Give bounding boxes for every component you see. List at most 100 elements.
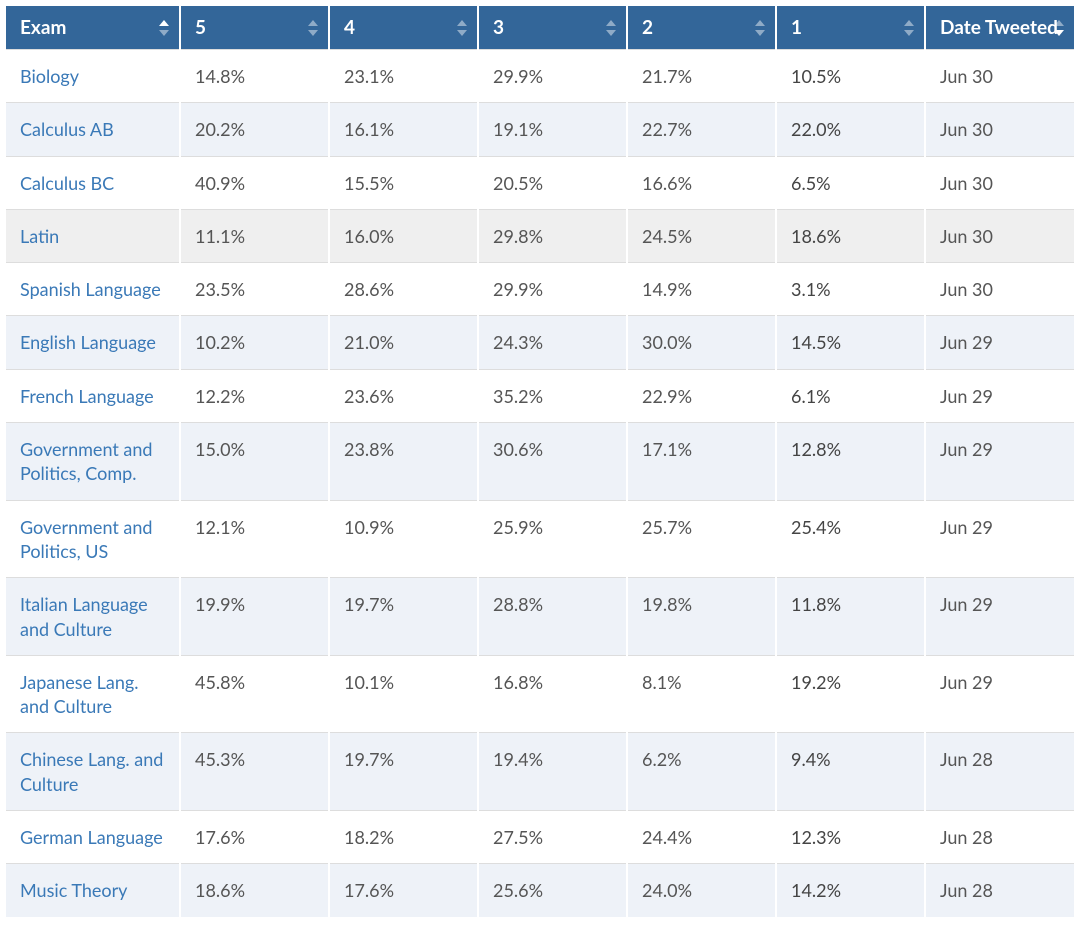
cell-value: 14.8% — [195, 65, 245, 87]
cell-value: 35.2% — [493, 385, 543, 407]
col-header-s3[interactable]: 3 — [478, 6, 627, 50]
cell-value: Jun 30 — [940, 172, 993, 194]
col-header-label: 3 — [493, 16, 504, 39]
sort-icon[interactable] — [159, 19, 171, 37]
cell-value: 22.7% — [642, 118, 692, 140]
exam-link[interactable]: Music Theory — [20, 879, 127, 901]
cell-value: 15.0% — [195, 438, 245, 460]
col-header-exam[interactable]: Exam — [6, 6, 180, 50]
table-row: Government and Politics, Comp.15.0%23.8%… — [6, 423, 1074, 501]
cell-s1: 18.6% — [776, 209, 925, 262]
cell-exam: Italian Language and Culture — [6, 578, 180, 656]
exam-link[interactable]: Spanish Language — [20, 278, 161, 300]
cell-value: 21.0% — [344, 331, 394, 353]
cell-value: 14.9% — [642, 278, 692, 300]
cell-s2: 16.6% — [627, 156, 776, 209]
col-header-date[interactable]: Date Tweeted — [925, 6, 1074, 50]
exam-link[interactable]: German Language — [20, 826, 163, 848]
cell-value: 19.8% — [642, 593, 692, 615]
cell-s3: 29.9% — [478, 263, 627, 316]
cell-value: Jun 28 — [940, 826, 993, 848]
cell-value: 15.5% — [344, 172, 394, 194]
cell-s1: 6.5% — [776, 156, 925, 209]
cell-s3: 24.3% — [478, 316, 627, 369]
exam-link[interactable]: Calculus AB — [20, 118, 114, 140]
table-row: English Language10.2%21.0%24.3%30.0%14.5… — [6, 316, 1074, 369]
cell-value: 10.1% — [344, 671, 394, 693]
cell-exam: Biology — [6, 50, 180, 103]
table-row: Chinese Lang. and Culture45.3%19.7%19.4%… — [6, 733, 1074, 811]
exam-link[interactable]: Calculus BC — [20, 172, 114, 194]
cell-date: Jun 29 — [925, 369, 1074, 422]
table-row: Italian Language and Culture19.9%19.7%28… — [6, 578, 1074, 656]
sort-icon[interactable] — [457, 19, 469, 37]
exam-link[interactable]: English Language — [20, 331, 156, 353]
cell-s2: 17.1% — [627, 423, 776, 501]
cell-s3: 19.4% — [478, 733, 627, 811]
cell-s5: 45.8% — [180, 655, 329, 733]
cell-s2: 6.2% — [627, 733, 776, 811]
col-header-s2[interactable]: 2 — [627, 6, 776, 50]
cell-value: 9.4% — [791, 748, 831, 770]
cell-value: 8.1% — [642, 671, 682, 693]
sort-icon[interactable] — [308, 19, 320, 37]
cell-value: 12.1% — [195, 516, 245, 538]
exam-link[interactable]: Government and Politics, Comp. — [20, 438, 153, 484]
exam-link[interactable]: Government and Politics, US — [20, 516, 153, 562]
cell-value: 29.9% — [493, 278, 543, 300]
cell-s4: 15.5% — [329, 156, 478, 209]
cell-value: 22.9% — [642, 385, 692, 407]
col-header-label: 1 — [791, 16, 802, 39]
cell-s2: 22.9% — [627, 369, 776, 422]
cell-s2: 14.9% — [627, 263, 776, 316]
cell-value: 16.8% — [493, 671, 543, 693]
table-row: Latin11.1%16.0%29.8%24.5%18.6%Jun 30 — [6, 209, 1074, 262]
exam-link[interactable]: French Language — [20, 385, 154, 407]
cell-s4: 28.6% — [329, 263, 478, 316]
exam-link[interactable]: Italian Language and Culture — [20, 593, 148, 639]
cell-value: 23.1% — [344, 65, 394, 87]
cell-value: 24.4% — [642, 826, 692, 848]
cell-s5: 17.6% — [180, 811, 329, 864]
cell-value: 40.9% — [195, 172, 245, 194]
cell-s1: 10.5% — [776, 50, 925, 103]
cell-s2: 30.0% — [627, 316, 776, 369]
cell-date: Jun 30 — [925, 103, 1074, 156]
sort-icon[interactable] — [904, 19, 916, 37]
cell-s4: 23.6% — [329, 369, 478, 422]
cell-value: 11.8% — [791, 593, 841, 615]
cell-value: Jun 29 — [940, 385, 993, 407]
cell-date: Jun 30 — [925, 209, 1074, 262]
cell-value: 12.8% — [791, 438, 841, 460]
col-header-s4[interactable]: 4 — [329, 6, 478, 50]
col-header-s1[interactable]: 1 — [776, 6, 925, 50]
exam-score-table-wrap: Exam543 21 Date Tweeted Biology 14.8% 23.1% 2… — [6, 6, 1074, 917]
cell-s4: 16.1% — [329, 103, 478, 156]
sort-icon[interactable] — [1054, 19, 1066, 37]
cell-value: 19.7% — [344, 748, 394, 770]
sort-icon[interactable] — [606, 19, 618, 37]
cell-s5: 18.6% — [180, 864, 329, 917]
cell-s5: 12.2% — [180, 369, 329, 422]
cell-value: 27.5% — [493, 826, 543, 848]
cell-value: 21.7% — [642, 65, 692, 87]
cell-s3: 30.6% — [478, 423, 627, 501]
cell-value: 6.2% — [642, 748, 682, 770]
cell-s4: 23.1% — [329, 50, 478, 103]
cell-value: 20.5% — [493, 172, 543, 194]
cell-s1: 19.2% — [776, 655, 925, 733]
exam-link[interactable]: Latin — [20, 225, 59, 247]
cell-value: 11.1% — [195, 225, 245, 247]
exam-link[interactable]: Chinese Lang. and Culture — [20, 748, 163, 794]
cell-s5: 19.9% — [180, 578, 329, 656]
table-row: Music Theory18.6%17.6%25.6%24.0%14.2%Jun… — [6, 864, 1074, 917]
cell-date: Jun 28 — [925, 733, 1074, 811]
exam-link[interactable]: Biology — [20, 65, 79, 87]
sort-icon[interactable] — [755, 19, 767, 37]
cell-value: 6.1% — [791, 385, 831, 407]
cell-value: 29.8% — [493, 225, 543, 247]
col-header-s5[interactable]: 5 — [180, 6, 329, 50]
cell-value: 16.6% — [642, 172, 692, 194]
exam-link[interactable]: Japanese Lang. and Culture — [20, 671, 139, 717]
cell-s1: 25.4% — [776, 500, 925, 578]
